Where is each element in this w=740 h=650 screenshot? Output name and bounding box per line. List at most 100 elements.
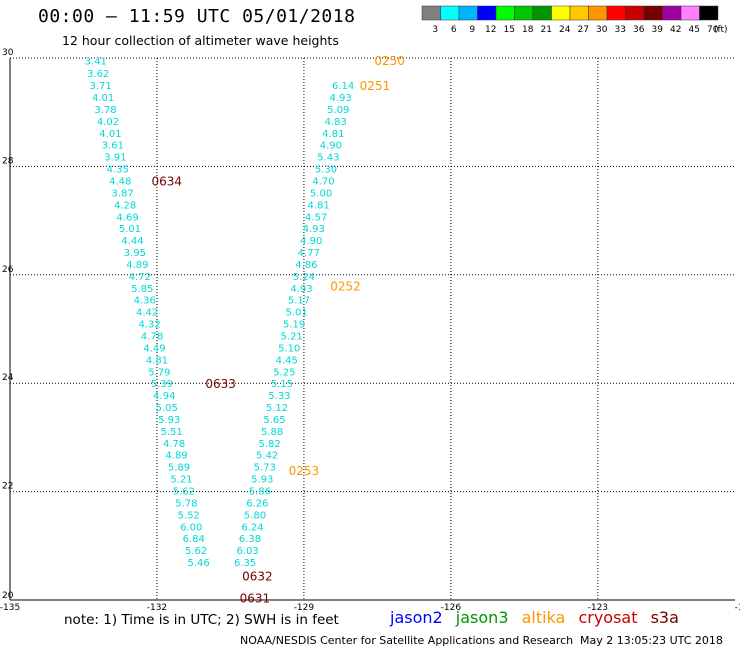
pass-time-label: 0250 — [374, 54, 405, 68]
legend-swatch — [588, 5, 608, 21]
wave-height-value: 5.93 — [251, 475, 273, 486]
footer-credit: NOAA/NESDIS Center for Satellite Applica… — [240, 634, 574, 647]
satellite-cryosat: cryosat — [578, 608, 638, 627]
wave-height-value: 5.10 — [278, 343, 300, 354]
wave-height-value: 5.01 — [119, 224, 141, 235]
wave-height-value: 4.77 — [298, 248, 320, 259]
wave-height-value: 4.01 — [99, 129, 121, 140]
legend-label: 45 — [689, 25, 700, 35]
legend-swatch — [440, 5, 460, 21]
wave-height-value: 5.85 — [131, 284, 153, 295]
legend-swatch — [569, 5, 589, 21]
pass-time-label: 0253 — [289, 464, 320, 478]
wave-height-value: 6.03 — [236, 546, 258, 557]
wave-height-value: 4.93 — [290, 284, 312, 295]
legend-swatch — [495, 5, 515, 21]
wave-height-value: 4.89 — [126, 260, 148, 271]
wave-height-value: 4.86 — [295, 260, 317, 271]
legend-label: 30 — [596, 25, 608, 35]
wave-height-value: 5.00 — [310, 188, 332, 199]
wave-height-value: 4.49 — [143, 343, 165, 354]
wave-height-value: 5.33 — [268, 391, 290, 402]
legend-label: 9 — [469, 25, 475, 35]
wave-height-value: 5.21 — [281, 332, 303, 343]
wave-height-value: 5.21 — [170, 475, 192, 486]
wave-height-value: 5.42 — [256, 451, 278, 462]
wave-height-value: 4.81 — [322, 129, 344, 140]
wave-height-value: 4.81 — [146, 355, 168, 366]
wave-height-value: 5.09 — [327, 105, 349, 116]
wave-height-value: 4.72 — [129, 272, 151, 283]
wave-height-value: 4.78 — [163, 439, 185, 450]
wave-height-value: 4.93 — [330, 93, 352, 104]
wave-height-value: 4.32 — [138, 320, 160, 331]
pass-time-label: 0632 — [242, 570, 273, 584]
satellite-jason2: jason2 — [390, 608, 443, 627]
legend-label: 12 — [485, 25, 496, 35]
wave-height-value: 4.35 — [107, 165, 129, 176]
legend-label: 24 — [559, 25, 571, 35]
footer-timestamp: May 2 13:05:23 UTC 2018 — [580, 634, 723, 647]
x-tick-label: -135 — [0, 603, 20, 613]
wave-height-value: 3.95 — [124, 248, 146, 259]
wave-height-value: 5.62 — [185, 546, 207, 557]
satellite-s3a: s3a — [650, 608, 679, 627]
wave-height-value: 5.51 — [161, 427, 183, 438]
wave-height-value: 5.15 — [271, 379, 293, 390]
wave-height-value: 6.26 — [246, 498, 268, 509]
wave-height-value: 5.65 — [263, 415, 285, 426]
legend-label: 15 — [504, 25, 515, 35]
legend-label: 18 — [522, 25, 534, 35]
wave-height-value: 4.90 — [300, 236, 322, 247]
legend-unit: (ft) — [714, 25, 728, 35]
wave-height-value: 5.19 — [283, 320, 305, 331]
y-tick-label: 28 — [2, 156, 14, 166]
y-tick-label: 26 — [2, 265, 14, 275]
wave-height-value: 3.87 — [112, 188, 134, 199]
wave-height-value: 6.00 — [180, 522, 202, 533]
y-tick-label: 22 — [2, 482, 13, 492]
legend-label: 42 — [670, 25, 681, 35]
wave-height-color-legend: 3 6 9 12 15 18 21 24 27 30 33 36 39 42 45 70(ft) — [421, 5, 728, 35]
legend-swatch — [606, 5, 626, 21]
legend-swatch — [532, 5, 552, 21]
wave-height-value: 3.41 — [85, 57, 107, 68]
chart-title: 00:00 — 11:59 UTC 05/01/2018 — [38, 6, 356, 27]
legend-swatch — [699, 5, 719, 21]
footer-note: note: 1) Time is in UTC; 2) SWH is in fe… — [64, 612, 339, 628]
wave-height-value: 4.44 — [121, 236, 143, 247]
wave-height-value: 5.25 — [273, 367, 295, 378]
wave-height-value: 4.70 — [312, 176, 334, 187]
wave-height-value: 4.42 — [136, 308, 158, 319]
wave-height-value: 5.52 — [178, 510, 200, 521]
wave-height-value: 4.45 — [276, 355, 298, 366]
wave-height-value: 5.82 — [258, 439, 280, 450]
wave-height-value: 5.79 — [148, 367, 170, 378]
legend-swatch — [680, 5, 700, 21]
y-tick-label: 24 — [2, 373, 14, 383]
legend-swatch — [458, 5, 478, 21]
wave-height-value: 5.78 — [175, 498, 197, 509]
wave-height-value: 5.88 — [261, 427, 283, 438]
wave-height-value: 4.36 — [134, 296, 156, 307]
legend-swatch — [643, 5, 663, 21]
wave-height-value: 5.01 — [285, 308, 307, 319]
wave-height-value: 5.93 — [158, 415, 180, 426]
wave-height-value: 3.78 — [94, 105, 116, 116]
wave-height-value: 3.71 — [89, 81, 111, 92]
wave-height-value: 4.83 — [325, 117, 347, 128]
wave-height-value: 5.43 — [317, 153, 339, 164]
wave-height-value: 6.24 — [241, 522, 263, 533]
wave-height-value: 4.94 — [153, 391, 175, 402]
wave-height-value: 4.89 — [165, 451, 187, 462]
wave-height-value: 6.38 — [239, 534, 261, 545]
wave-height-value: 5.30 — [315, 165, 337, 176]
x-tick-label: -124 — [735, 603, 740, 613]
legend-swatch — [551, 5, 571, 21]
pass-time-label: 0633 — [205, 377, 236, 391]
legend-label: 27 — [578, 25, 589, 35]
wave-height-value: 4.01 — [92, 93, 114, 104]
wave-height-value: 4.69 — [116, 212, 138, 223]
pass-time-label: 0634 — [151, 174, 182, 188]
legend-swatch — [477, 5, 497, 21]
